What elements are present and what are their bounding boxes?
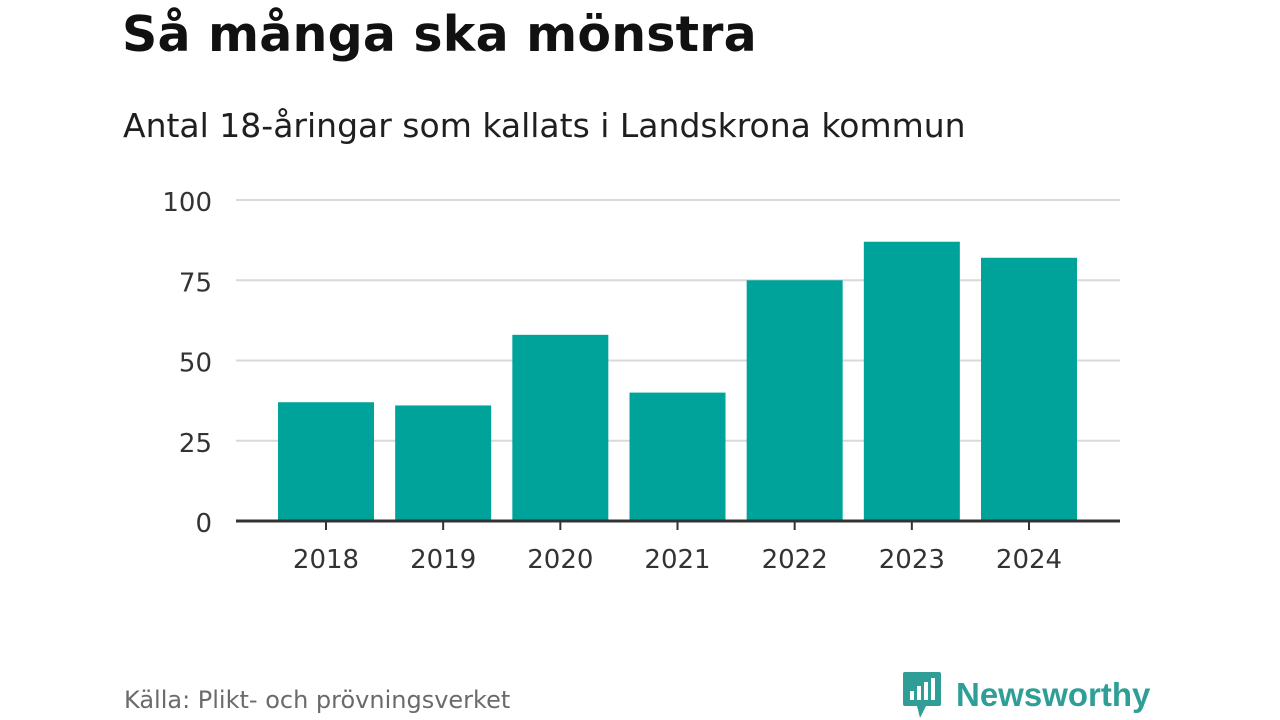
y-tick-label: 50: [179, 349, 212, 379]
bar-2021: [629, 392, 726, 521]
brand-logo[interactable]: Newsworthy: [902, 670, 1150, 720]
source-note: Källa: Plikt- och prövningsverket: [124, 686, 511, 714]
chart-title: Så många ska mönstra: [122, 6, 757, 63]
y-tick-label: 25: [179, 429, 212, 459]
x-tick-label: 2023: [879, 545, 945, 575]
brand-name: Newsworthy: [956, 676, 1151, 713]
x-tick-label: 2019: [410, 545, 476, 575]
bar-2023: [863, 241, 960, 522]
x-axis: [236, 519, 1120, 530]
bar-2019: [395, 405, 492, 521]
x-tick-label: 2020: [527, 545, 593, 575]
y-tick-label: 100: [162, 188, 212, 218]
bars: [278, 241, 1077, 522]
x-tick-label: 2021: [644, 545, 710, 575]
x-tick-label: 2022: [762, 545, 828, 575]
x-tick-label: 2018: [293, 545, 359, 575]
bar-2022: [746, 280, 843, 521]
bar-2024: [981, 257, 1077, 521]
y-tick-label: 75: [179, 268, 212, 298]
chart-subtitle: Antal 18-åringar som kallats i Landskron…: [123, 106, 966, 145]
bar-chart: 0 25 50 75 100 2018 2019 2020 2021 2022 2023 2024: [162, 188, 1120, 575]
y-tick-label: 0: [195, 509, 212, 539]
newsworthy-logo-icon: [903, 672, 941, 718]
x-tick-label: 2024: [996, 545, 1062, 575]
x-axis-ticks: 2018 2019 2020 2021 2022 2023 2024: [293, 545, 1062, 575]
bar-2018: [278, 402, 374, 521]
bar-2020: [512, 334, 609, 521]
y-axis-ticks: 0 25 50 75 100: [162, 188, 212, 539]
